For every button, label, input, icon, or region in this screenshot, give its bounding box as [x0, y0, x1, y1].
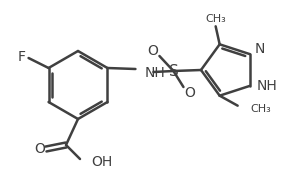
Text: N: N [255, 42, 265, 56]
Text: O: O [147, 44, 158, 58]
Text: OH: OH [91, 155, 112, 169]
Text: S: S [168, 64, 178, 78]
Text: NH: NH [257, 79, 278, 93]
Text: NH: NH [145, 66, 165, 80]
Text: O: O [184, 86, 195, 100]
Text: F: F [18, 50, 26, 64]
Text: CH₃: CH₃ [205, 14, 226, 24]
Text: CH₃: CH₃ [251, 104, 271, 114]
Text: O: O [35, 142, 45, 156]
